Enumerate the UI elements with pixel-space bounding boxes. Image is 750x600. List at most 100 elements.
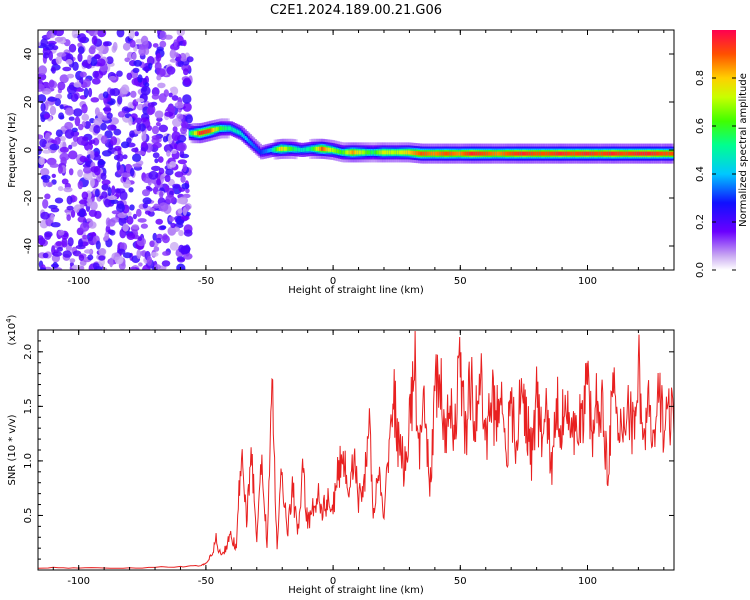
heatmap-ridge-cell — [583, 151, 588, 156]
heatmap-ridge-cell — [466, 151, 471, 156]
heatmap-noise-cell — [166, 150, 171, 157]
heatmap-noise-cell — [151, 125, 160, 135]
snr-y-tick-label: 2.0 — [23, 344, 34, 360]
heatmap-ridge-cell — [530, 151, 535, 156]
heatmap-noise-cell — [69, 258, 76, 263]
heatmap-ridge-cell — [398, 150, 403, 155]
heatmap-ridge-cell — [543, 151, 548, 156]
heatmap-noise-cell — [96, 58, 106, 67]
heatmap-noise-cell — [140, 250, 146, 256]
heatmap-noise-cell — [83, 166, 92, 174]
heatmap-ridge-cell — [536, 151, 541, 156]
heatmap-noise-cell — [177, 257, 186, 263]
heatmap-noise-cell — [156, 68, 166, 78]
spectrogram-y-tick-label: 0 — [23, 147, 34, 153]
heatmap-noise-cell — [77, 169, 83, 178]
heatmap-noise-cell — [62, 66, 72, 72]
heatmap-noise-cell — [161, 260, 171, 267]
heatmap-ridge-cell — [630, 151, 635, 156]
heatmap-noise-cell — [137, 74, 143, 83]
heatmap-noise-cell — [79, 222, 90, 232]
heatmap-ridge-cell — [545, 151, 550, 156]
heatmap-noise-cell — [77, 46, 85, 55]
heatmap-noise-cell — [147, 177, 152, 186]
heatmap-ridge-cell — [428, 151, 433, 156]
heatmap-noise-cell — [87, 54, 92, 64]
heatmap-noise-cell — [88, 209, 98, 217]
heatmap-noise-cell — [158, 124, 168, 133]
heatmap-noise-cell — [68, 144, 73, 150]
heatmap-noise-cell — [90, 150, 95, 160]
heatmap-ridge-cell — [591, 151, 596, 156]
heatmap-noise-cell — [152, 43, 159, 48]
heatmap-ridge-cell — [479, 151, 484, 156]
heatmap-noise-cell — [172, 118, 182, 127]
heatmap-ridge-cell — [381, 150, 386, 155]
heatmap-noise-cell — [154, 264, 161, 270]
heatmap-ridge-cell — [471, 151, 476, 156]
colorbar-tick-label: 0.2 — [695, 214, 706, 230]
heatmap-ridge-cell — [638, 151, 643, 156]
heatmap-noise-cell — [183, 77, 192, 86]
colorbar-scale — [712, 30, 736, 270]
heatmap-noise-cell — [182, 94, 192, 104]
heatmap-noise-cell — [64, 107, 74, 116]
heatmap-ridge-cell — [627, 151, 632, 156]
heatmap-ridge-cell — [432, 151, 437, 156]
heatmap-noise-cell — [93, 118, 103, 126]
heatmap-ridge-cell — [420, 151, 425, 156]
heatmap-noise-cell — [42, 178, 50, 183]
snr-y-tick-label: 1.5 — [23, 398, 34, 414]
heatmap-noise-cell — [171, 95, 179, 101]
heatmap-noise-cell — [170, 149, 177, 154]
heatmap-noise-cell — [59, 135, 66, 142]
heatmap-noise-cell — [42, 149, 52, 154]
heatmap-noise-cell — [79, 265, 85, 270]
heatmap-noise-cell — [70, 93, 79, 102]
heatmap-ridge-cell — [413, 151, 418, 155]
heatmap-noise-cell — [116, 153, 124, 162]
heatmap-ridge-cell — [553, 151, 558, 156]
heatmap-noise-cell — [90, 139, 96, 144]
heatmap-noise-cell — [44, 232, 52, 240]
heatmap-ridge-cell — [534, 151, 539, 156]
heatmap-ridge-cell — [623, 151, 628, 156]
heatmap-noise-cell — [90, 97, 100, 103]
heatmap-noise-cell — [166, 66, 176, 75]
heatmap-noise-cell — [153, 246, 160, 252]
heatmap-noise-cell — [88, 87, 93, 98]
heatmap-noise-cell — [38, 156, 45, 166]
heatmap-noise-cell — [99, 195, 104, 200]
heatmap-noise-cell — [172, 183, 181, 189]
heatmap-ridge-cell — [384, 150, 389, 155]
heatmap-noise-cell — [134, 31, 139, 37]
heatmap-noise-cell — [94, 188, 100, 198]
heatmap-ridge-cell — [483, 151, 488, 156]
heatmap-noise-cell — [162, 251, 170, 256]
heatmap-noise-cell — [50, 207, 60, 213]
heatmap-noise-cell — [120, 84, 130, 95]
heatmap-noise-cell — [129, 39, 136, 48]
heatmap-ridge-cell — [490, 151, 495, 156]
heatmap-noise-cell — [49, 163, 59, 168]
heatmap-noise-cell — [97, 160, 106, 166]
heatmap-noise-cell — [112, 41, 118, 51]
heatmap-ridge-cell — [562, 151, 567, 156]
heatmap-noise-cell — [79, 155, 87, 163]
heatmap-ridge-cell — [517, 151, 522, 156]
heatmap-noise-cell — [102, 41, 109, 47]
heatmap-noise-cell — [132, 213, 137, 220]
heatmap-noise-cell — [46, 181, 53, 188]
heatmap-noise-cell — [148, 62, 153, 69]
heatmap-noise-cell — [38, 83, 45, 92]
heatmap-noise-cell — [66, 73, 75, 79]
heatmap-noise-cell — [136, 208, 142, 217]
heatmap-noise-cell — [62, 250, 72, 258]
heatmap-ridge-cell — [509, 151, 514, 156]
heatmap-noise-cell — [78, 238, 83, 248]
heatmap-noise-cell — [102, 91, 109, 99]
heatmap-noise-cell — [88, 221, 97, 229]
heatmap-noise-cell — [51, 173, 56, 178]
heatmap-noise-cell — [106, 56, 114, 65]
